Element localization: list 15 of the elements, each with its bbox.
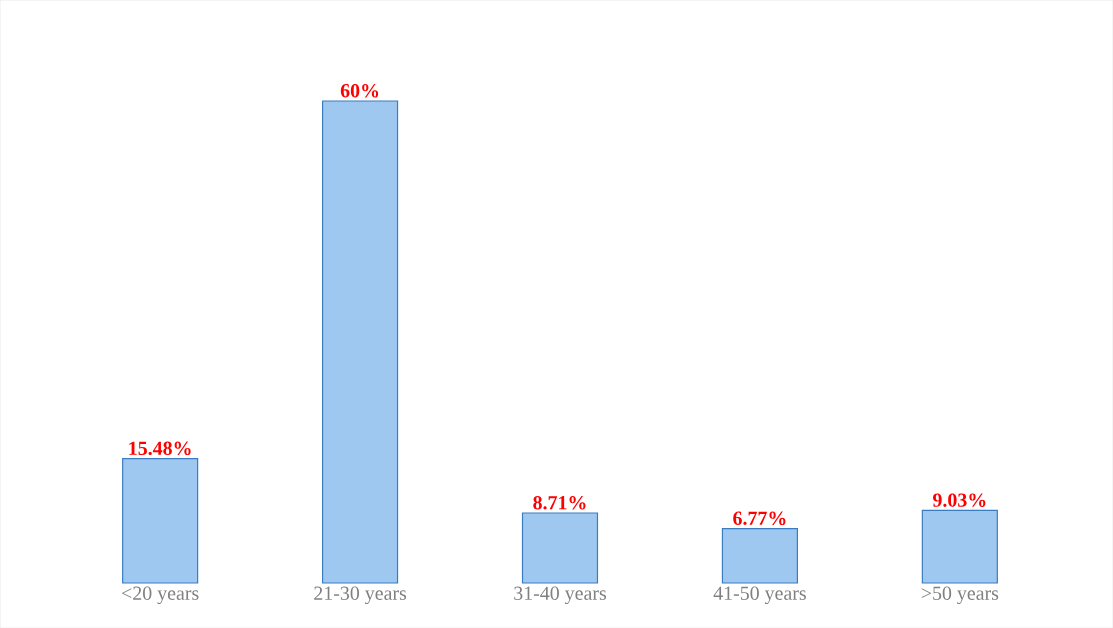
data-label: 15.48% — [129, 441, 191, 456]
data-label: 6.77% — [733, 511, 786, 526]
x-tick-label: 31-40 years — [514, 586, 607, 604]
bar — [321, 100, 399, 584]
x-tick-label: 41-50 years — [713, 586, 806, 604]
x-tick-label: 21-30 years — [314, 586, 407, 604]
data-label: 8.71% — [533, 495, 586, 510]
bar — [921, 509, 998, 584]
x-tick-label: >50 years — [921, 586, 999, 604]
x-tick-label: <20 years — [122, 586, 199, 604]
data-label: 9.03% — [933, 493, 986, 507]
bar — [521, 512, 599, 584]
bar — [122, 457, 199, 584]
bar — [721, 527, 798, 584]
data-label: 60% — [340, 83, 379, 98]
